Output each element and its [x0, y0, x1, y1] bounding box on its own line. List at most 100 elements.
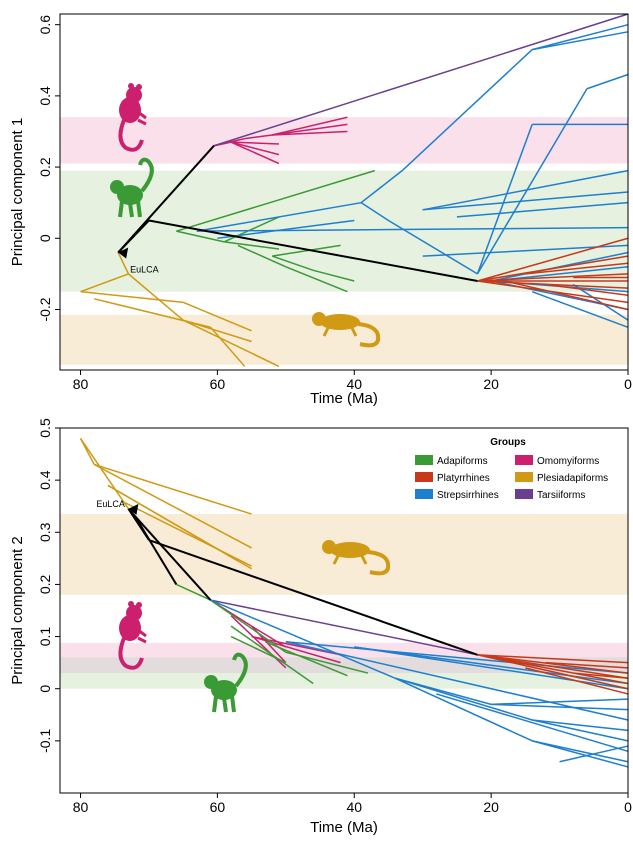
branch-platyrrhines-1 — [477, 654, 629, 674]
y-tick-label: 0.6 — [37, 15, 53, 35]
adapiform-lemur-icon — [204, 652, 248, 713]
plot-frame — [59, 427, 629, 794]
branch-strepsirrhines-4 — [401, 49, 533, 172]
branch-strepsirrhines-19 — [531, 290, 629, 328]
branch-strepsirrhines-21 — [422, 244, 629, 257]
branch-omomyiforms-2 — [230, 141, 280, 156]
branch-strepsirrhines-4 — [395, 677, 492, 706]
branch-omomyiforms-1 — [231, 141, 280, 145]
branch-strepsirrhines-13 — [285, 641, 629, 721]
branch-omomyiforms-4 — [244, 134, 273, 140]
branch-strepsirrhines-11 — [354, 646, 629, 685]
branch-omomyiforms-6 — [272, 123, 348, 136]
branch-omomyiforms-3 — [230, 615, 287, 669]
branch-platyrrhines-7 — [573, 672, 629, 680]
branch-strepsirrhines-2 — [532, 719, 629, 732]
branch-ancestor-3 — [134, 516, 178, 585]
series-tarsiiforms — [213, 13, 629, 147]
y-tick-label: 0 — [37, 685, 53, 693]
ancestor-label: EuLCA — [130, 265, 159, 275]
branch-plesiadapiforms-4 — [182, 301, 252, 332]
x-tick-label: 20 — [483, 799, 499, 815]
legend-title: Groups — [490, 437, 526, 448]
branch-adapiforms-3 — [265, 641, 348, 677]
branch-strepsirrhines-10 — [422, 191, 629, 211]
branch-adapiforms-1 — [176, 230, 225, 243]
y-tick-label: -0.2 — [37, 297, 53, 321]
x-tick-label: 20 — [483, 376, 499, 392]
branch-plesiadapiforms-2 — [93, 463, 252, 515]
branch-strepsirrhines-8 — [586, 73, 629, 90]
x-tick-label: 80 — [73, 799, 89, 815]
panel-2: EuLCA 80 60 40 20 0 -0.1 0 0.1 0.2 0.3 0.4 0.5 Time (… — [9, 418, 632, 836]
branch-plesiadapiforms-3 — [80, 290, 184, 304]
series-strepsirrhines — [210, 599, 629, 768]
branch-omomyiforms-3 — [230, 141, 280, 165]
branch-adapiforms-0 — [176, 583, 211, 601]
series-platyrrhines — [477, 237, 629, 311]
legend-swatch — [415, 489, 433, 499]
series-adapiforms — [176, 169, 376, 293]
branch-platyrrhines-0 — [477, 237, 629, 282]
omomyiform-tarsier-icon — [118, 83, 147, 152]
branch-adapiforms-4 — [285, 651, 369, 674]
legend-label: Tarsiiforms — [537, 490, 585, 501]
legend-swatch — [415, 455, 433, 465]
series-plesiadapiforms — [79, 438, 252, 570]
branch-strepsirrhines-9 — [531, 740, 629, 768]
series-tarsiiforms — [210, 599, 478, 656]
y-tick-label: 0.2 — [37, 574, 53, 594]
legend-label: Platyrrhines — [437, 473, 490, 484]
branch-tarsiiforms-0 — [213, 13, 629, 147]
y-axis-title: Principal component 1 — [9, 118, 26, 266]
series-platyrrhines — [477, 654, 629, 695]
legend-item-omomyiforms: Omomyiforms — [515, 455, 599, 467]
branch-omomyiforms-5 — [251, 635, 341, 664]
legend-item-strepsirrhines: Strepsirrhines — [415, 489, 499, 501]
branch-plesiadapiforms-1 — [80, 273, 129, 293]
branch-strepsirrhines-1 — [360, 202, 389, 222]
branch-strepsirrhines-5 — [491, 698, 629, 706]
legend-label: Omomyiforms — [537, 456, 599, 467]
branch-ancestor-1 — [148, 219, 478, 282]
branch-adapiforms-4 — [237, 244, 287, 268]
legend-swatch — [515, 455, 533, 465]
x-tick-label: 80 — [73, 376, 89, 392]
y-tick-label: 0.4 — [37, 470, 53, 490]
branch-adapiforms-6 — [272, 244, 341, 257]
branch-strepsirrhines-6 — [491, 703, 629, 711]
branch-plesiadapiforms-7 — [209, 326, 246, 367]
branch-platyrrhines-0 — [477, 654, 629, 664]
y-tick-label: 0.2 — [37, 157, 53, 177]
legend-item-platyrrhines: Platyrrhines — [415, 472, 490, 484]
series-plesiadapiforms — [80, 252, 280, 368]
ancestor-arrowhead — [118, 247, 129, 259]
branch-plesiadapiforms-1 — [79, 438, 95, 465]
branch-strepsirrhines-11 — [456, 201, 629, 218]
branch-adapiforms-5 — [230, 635, 287, 664]
series-adapiforms — [176, 583, 369, 685]
adapiform-lemur-icon — [110, 157, 154, 218]
branch-plesiadapiforms-0 — [79, 438, 130, 510]
ancestor-arrowhead — [128, 503, 139, 515]
branch-ancestor-2 — [127, 508, 212, 601]
y-axis-title: Principal component 2 — [9, 536, 26, 684]
branch-platyrrhines-4 — [477, 654, 629, 690]
branch-adapiforms-8 — [313, 269, 355, 282]
branch-platyrrhines-6 — [545, 661, 629, 669]
branch-strepsirrhines-12 — [196, 226, 629, 232]
branch-platyrrhines-3 — [477, 654, 629, 685]
branch-strepsirrhines-6 — [532, 31, 629, 51]
branch-strepsirrhines-5 — [532, 23, 629, 51]
branch-strepsirrhines-0 — [210, 599, 396, 679]
y-tick-label: 0.1 — [37, 627, 53, 647]
panel-1: EuLCA 80 60 40 20 0 -0.2 0 0.2 0.4 0.6 Time (Ma) Pri… — [9, 13, 632, 407]
legend-label: Adapiforms — [437, 456, 488, 467]
y-tick-label: 0.5 — [37, 418, 53, 438]
branch-adapiforms-2 — [223, 216, 280, 243]
branch-strepsirrhines-12 — [285, 641, 629, 674]
legend-label: Plesiadapiforms — [537, 473, 608, 484]
x-tick-label: 60 — [210, 376, 226, 392]
legend-swatch — [515, 489, 533, 499]
